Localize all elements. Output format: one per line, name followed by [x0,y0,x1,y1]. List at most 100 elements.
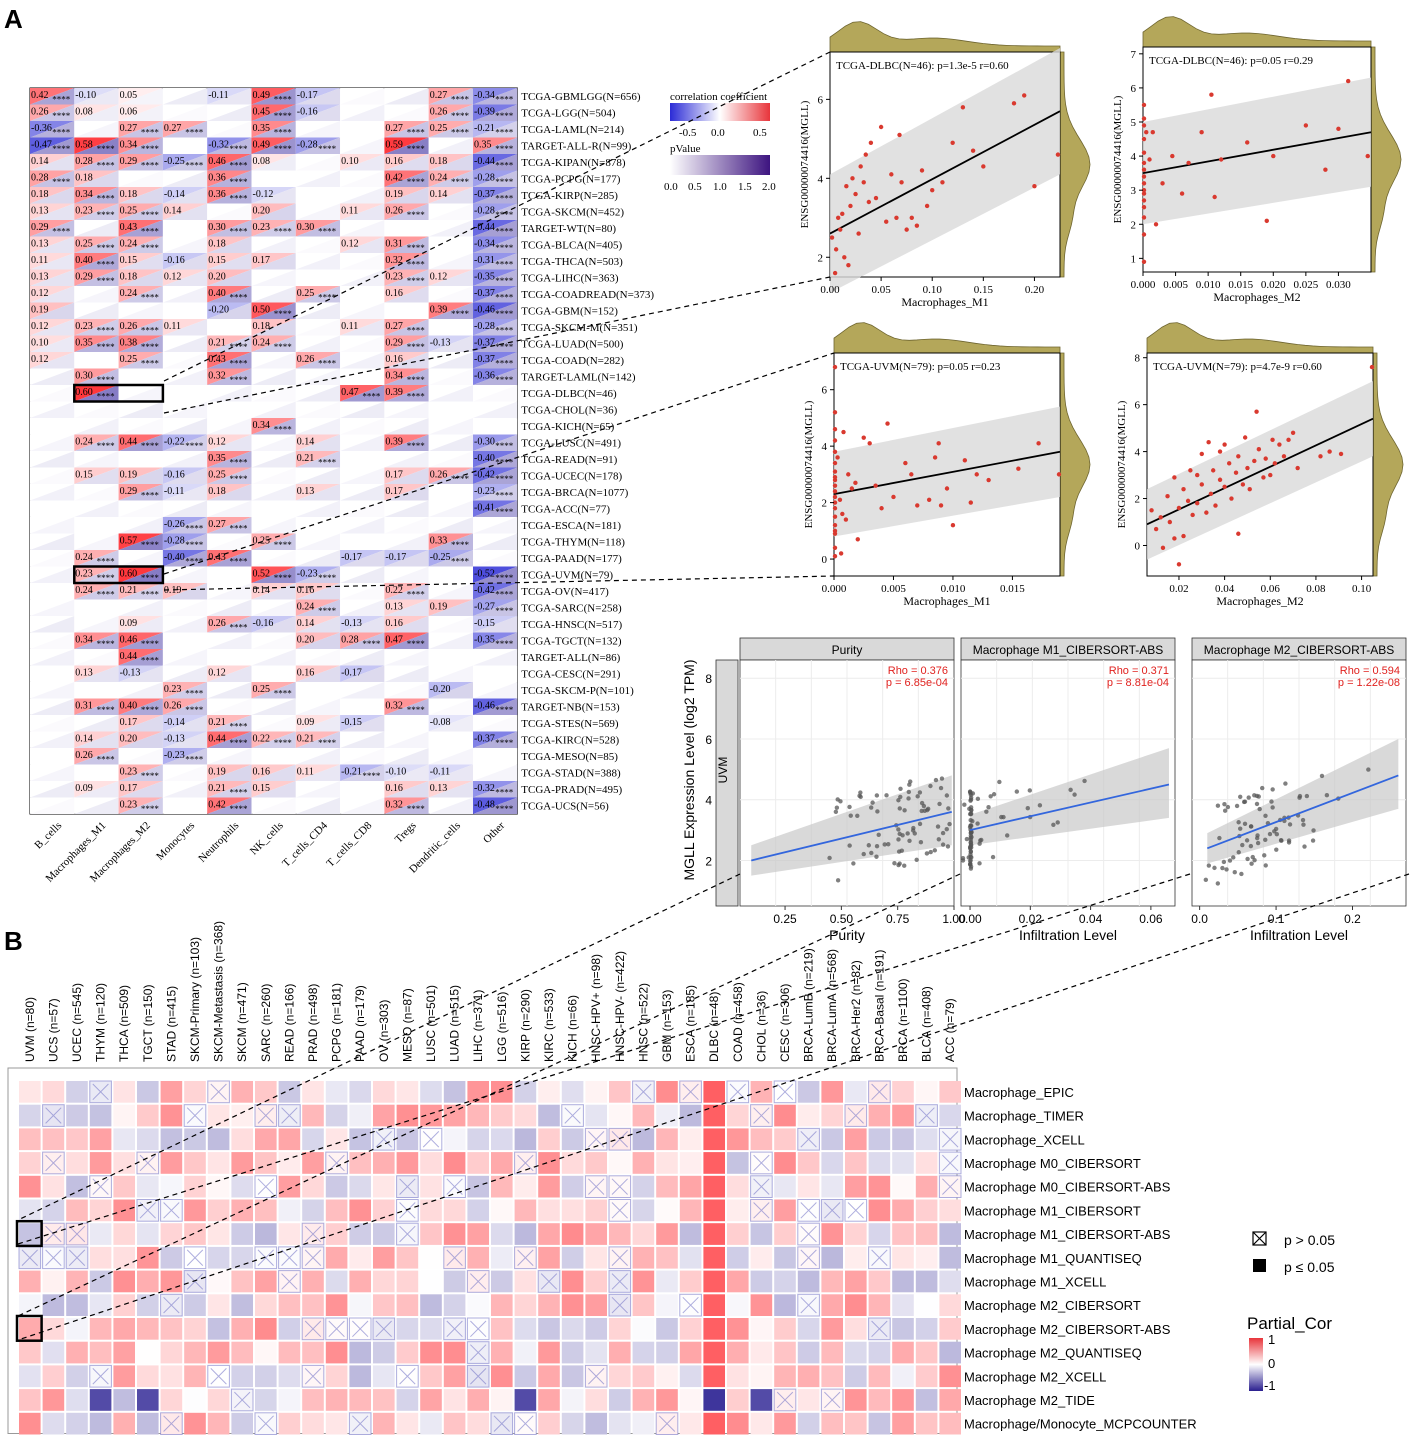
heatmap-cell-p [295,385,341,402]
partial-cor-ns-cross [800,1296,817,1314]
heatmap-cell-p [473,533,518,550]
heatmap-cell-p [473,781,518,798]
partial-cor-cell [19,1412,41,1435]
heatmap-cell-p [251,698,296,715]
heatmap-cell-stars: **** [52,111,71,121]
facet-data-point [975,796,981,802]
heatmap-cell-cor [118,797,163,814]
heatmap-cell-p [428,121,473,138]
facet-data-point [968,823,973,828]
facet-data-point [857,793,862,799]
heatmap-cell-p [295,434,341,451]
data-point [909,215,914,220]
data-point [889,172,894,177]
partial-cor-cell [420,1223,442,1245]
partial-cor-cell [561,1270,584,1293]
heatmap-cell-value: 0.22 [385,585,403,596]
heatmap-cell-p [74,731,119,748]
partial-cor-cell [325,1175,348,1198]
partial-cor-cell [420,1175,442,1198]
heatmap-row-label: TCGA-READ(N=91) [521,454,617,466]
heatmap-cell-cor [384,352,429,369]
heatmap-cell-value: 0.13 [31,206,49,217]
partial-cor-cell [396,1389,419,1411]
heatmap-cell-p [295,599,341,616]
partial-cor-cell [585,1199,607,1222]
data-point [930,187,935,193]
heatmap-cell-p [295,583,341,600]
partial-cor-cell [349,1152,371,1174]
heatmap-cell-p [207,368,252,385]
heatmap-cell-cor [118,599,163,616]
heatmap-cell-value: 0.60 [75,387,93,398]
heatmap-row-label: TCGA-GBM(N=152) [521,306,618,318]
heatmap-cell-cor [118,335,163,352]
heatmap-cell-cor [207,500,252,517]
heatmap-cell-p [162,286,208,303]
marginal-density-right [1059,352,1091,577]
facet-p-value: p = 1.22e-08 [1338,677,1400,689]
partial-cor-cell [420,1104,442,1127]
legend-cor-colorbar [670,103,770,121]
partial-cor-ns-cross [45,1107,62,1124]
heatmap-cell-value: 0.47 [341,387,359,398]
heatmap-cell-cor [74,187,119,204]
heatmap-cell-stars: **** [318,293,337,303]
partial-cor-cell [19,1365,41,1388]
partial-cor-ns-cross [163,1415,180,1432]
partial-cor-cell [278,1128,301,1151]
data-point [1172,475,1177,480]
partial-cor-cell [538,1223,560,1245]
partial-cor-cell [821,1175,843,1198]
heatmap-cell-p [340,104,385,121]
heatmap-cell-stars: **** [230,375,249,385]
partial-cor-row-label: Macrophage M2_TIDE [964,1393,1095,1408]
partial-cor-ns-cross [918,1107,935,1124]
heatmap-row-label: TCGA-PRAD(N=495) [521,784,622,796]
partial-cor-cell [207,1270,230,1293]
partial-cor-cell [231,1223,253,1245]
partial-cor-cell [774,1246,796,1269]
partial-cor-row-label: Macrophage M1_XCELL [964,1274,1106,1289]
facet-data-point [969,829,974,835]
heatmap-cell-stars: **** [407,144,426,154]
facet-regression-line [751,810,952,862]
heatmap-cell-value: -0.47 [31,140,52,151]
facet-data-point [1283,781,1288,786]
partial-cor-cell [679,1412,702,1435]
heatmap-cell-p [251,599,296,616]
partial-cor-cell [325,1104,348,1127]
facet-data-point [1068,787,1073,793]
heatmap-cell-value: 0.11 [341,321,358,332]
data-point [1256,447,1262,452]
data-point [832,483,838,488]
partial-cor-cell [184,1341,206,1364]
partial-cor-ns-cross [21,1249,38,1266]
heatmap-cell-cor [162,451,208,468]
heatmap-cell-stars: **** [52,227,71,237]
partial-cor-cell [821,1246,843,1269]
heatmap-cell-p [428,748,473,765]
partial-cor-cell [373,1246,395,1269]
partial-cor-ns-cross [281,1249,298,1266]
heatmap-cell-cor [118,88,163,105]
heatmap-cell-stars: **** [495,227,514,237]
partial-cor-cell [325,1128,348,1151]
facet-data-point [928,783,933,789]
heatmap-cell-p [30,698,75,715]
y-tick-label: 8 [1135,353,1141,365]
partial-cor-cell [727,1152,749,1174]
heatmap-cell-stars: **** [274,128,293,138]
heatmap-cell-p [473,517,518,534]
heatmap-cell-p [340,286,385,303]
data-point [1141,187,1147,193]
dashed-connector [17,873,741,1221]
heatmap-cell-p [251,269,296,286]
data-point [867,441,872,446]
heatmap-cell-p [74,748,119,765]
heatmap-cell-cor [384,566,429,583]
heatmap-cell-cor [207,451,252,468]
heatmap-cell-cor [207,401,252,418]
heatmap-cell-cor [384,236,429,253]
heatmap-cell-p [295,104,341,121]
